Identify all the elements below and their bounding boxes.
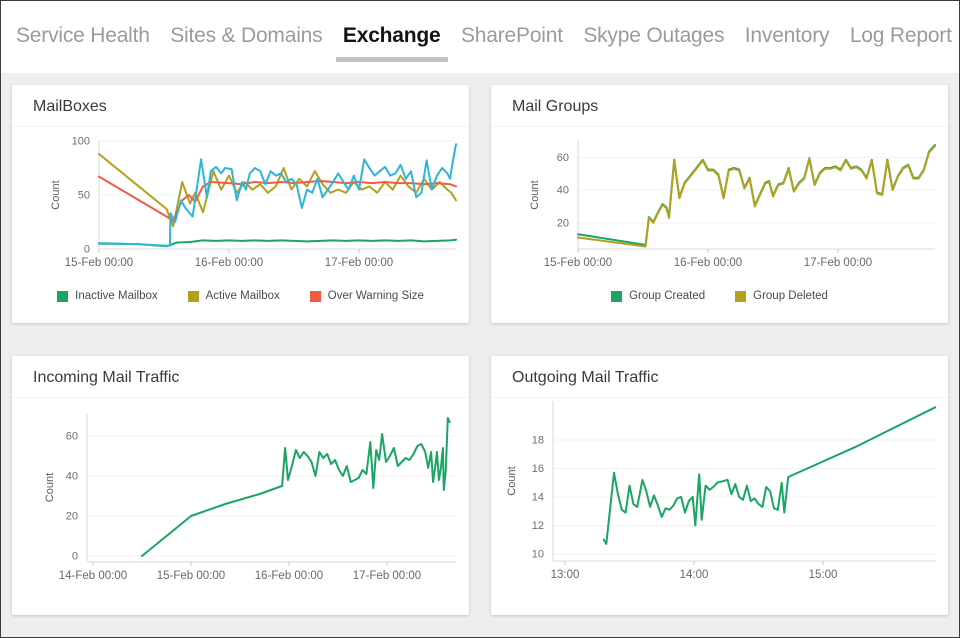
card-outgoing-mail-traffic: Outgoing Mail Traffic 10 12 14 16 18 13:00 14:… (491, 356, 948, 615)
x-tick-label: 17-Feb 00:00 (804, 257, 872, 269)
tab-inventory[interactable]: Inventory (744, 24, 830, 47)
tab-service-health[interactable]: Service Health (16, 24, 150, 47)
legend-label: Inactive Mailbox (75, 290, 158, 302)
series-line (98, 153, 457, 228)
series-line (577, 144, 936, 248)
legend-label: Group Created (629, 290, 706, 302)
legend-item[interactable]: Active Mailbox (187, 290, 280, 302)
mailboxes-chart: 0 50 100 15-Feb 00:00 16-Feb 00:00 17-Feb 00:… (50, 136, 457, 269)
legend-color-swatch (611, 290, 623, 302)
series-line (141, 417, 451, 557)
mailboxes-legend: Inactive Mailbox Active Mailbox Over Warni… (12, 290, 469, 302)
y-tick-label: 10 (532, 548, 544, 560)
dashboard-grid: MailBoxes 0 50 100 15-Feb 00:00 16-Feb 00:00… (1, 73, 959, 615)
series-line (98, 143, 457, 247)
card-incoming-mail-traffic: Incoming Mail Traffic 0 20 40 60 14-Feb 00:0… (12, 356, 469, 615)
y-tick-label: 0 (72, 551, 78, 563)
x-tick-label: 17-Feb 00:00 (325, 257, 393, 269)
legend-item[interactable]: Inactive Mailbox (57, 290, 158, 302)
y-tick-label: 12 (532, 520, 544, 532)
y-tick-label: 20 (557, 217, 569, 229)
x-tick-label: 13:00 (551, 569, 580, 581)
y-tick-label: 60 (557, 152, 569, 164)
legend-label: Active Mailbox (205, 290, 280, 302)
card-mail-groups: Mail Groups 20 40 60 15-Feb 00:00 16-Feb 00:… (491, 85, 948, 323)
legend-item[interactable]: Group Deleted (735, 290, 828, 302)
incoming-mail-traffic-title: Incoming Mail Traffic (12, 356, 469, 398)
y-tick-label: 0 (84, 244, 90, 256)
legend-label: Over Warning Size (327, 290, 424, 302)
x-tick-label: 14:00 (680, 569, 709, 581)
y-tick-label: 40 (66, 471, 78, 483)
x-tick-label: 16-Feb 00:00 (255, 570, 323, 582)
y-tick-label: 14 (532, 491, 544, 503)
y-tick-label: 50 (78, 190, 90, 202)
x-tick-label: 16-Feb 00:00 (195, 257, 263, 269)
mailboxes-title: MailBoxes (12, 85, 469, 127)
incoming-mail-traffic-chart: 0 20 40 60 14-Feb 00:00 15-Feb 00:00 16-Feb 00… (44, 413, 456, 582)
y-tick-label: 40 (557, 185, 569, 197)
tab-bar: Service Health Sites & Domains Exchange … (1, 1, 959, 73)
y-tick-label: 100 (72, 136, 90, 148)
legend-color-swatch (187, 290, 199, 302)
legend-item[interactable]: Group Created (611, 290, 705, 302)
tab-skype-outages[interactable]: Skype Outages (583, 24, 725, 47)
tab-sharepoint[interactable]: SharePoint (460, 24, 563, 47)
x-tick-label: 15-Feb 00:00 (157, 570, 225, 582)
tab-exchange[interactable]: Exchange (335, 24, 448, 62)
tab-log-report[interactable]: Log Report (849, 24, 952, 47)
x-tick-label: 15-Feb 00:00 (544, 257, 612, 269)
x-tick-label: 15:00 (809, 569, 838, 581)
legend-color-swatch (309, 290, 321, 302)
y-tick-label: 60 (66, 431, 78, 443)
legend-color-swatch (735, 290, 747, 302)
y-tick-label: 16 (532, 463, 544, 475)
tab-sites-domains[interactable]: Sites & Domains (170, 24, 323, 47)
legend-item[interactable]: Over Warning Size (309, 290, 424, 302)
card-mailboxes: MailBoxes 0 50 100 15-Feb 00:00 16-Feb 00:00… (12, 85, 469, 323)
mail-groups-title: Mail Groups (491, 85, 948, 127)
y-tick-label: 20 (66, 511, 78, 523)
legend-color-swatch (57, 290, 69, 302)
x-tick-label: 17-Feb 00:00 (353, 570, 421, 582)
y-axis-title: Count (50, 180, 62, 209)
outgoing-mail-traffic-chart: 10 12 14 16 18 13:00 14:00 15:00 Count (506, 401, 937, 581)
series-line (602, 406, 937, 545)
mail-groups-legend: Group Created Group Deleted (491, 290, 948, 302)
x-tick-label: 16-Feb 00:00 (674, 257, 742, 269)
mail-groups-chart: 20 40 60 15-Feb 00:00 16-Feb 00:00 17-Feb 00:… (529, 141, 936, 269)
x-tick-label: 14-Feb 00:00 (59, 570, 127, 582)
y-tick-label: 18 (532, 435, 544, 447)
x-tick-label: 15-Feb 00:00 (65, 257, 133, 269)
series-line (98, 238, 457, 248)
legend-label: Group Deleted (753, 290, 828, 302)
y-axis-title: Count (44, 473, 56, 502)
y-axis-title: Count (529, 180, 541, 209)
series-line (98, 175, 457, 222)
y-axis-title: Count (506, 466, 518, 495)
outgoing-mail-traffic-title: Outgoing Mail Traffic (491, 356, 948, 398)
